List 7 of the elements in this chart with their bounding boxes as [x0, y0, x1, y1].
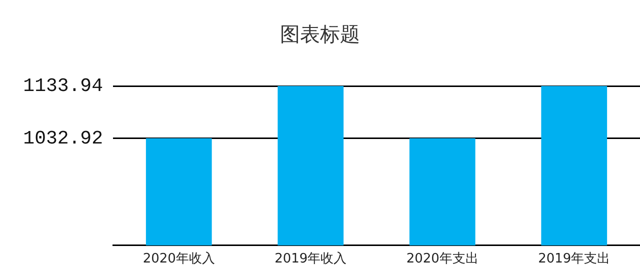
chart-title: 图表标题 [280, 22, 360, 46]
y-tick-label: 1032.92 [23, 127, 103, 150]
y-tick-label: 1133.94 [23, 75, 103, 98]
x-tick-label: 2020年支出 [406, 252, 478, 267]
x-tick-label: 2020年收入 [142, 252, 215, 267]
x-tick-label: 2019年支出 [538, 252, 610, 267]
x-tick-label: 2019年收入 [274, 252, 347, 267]
